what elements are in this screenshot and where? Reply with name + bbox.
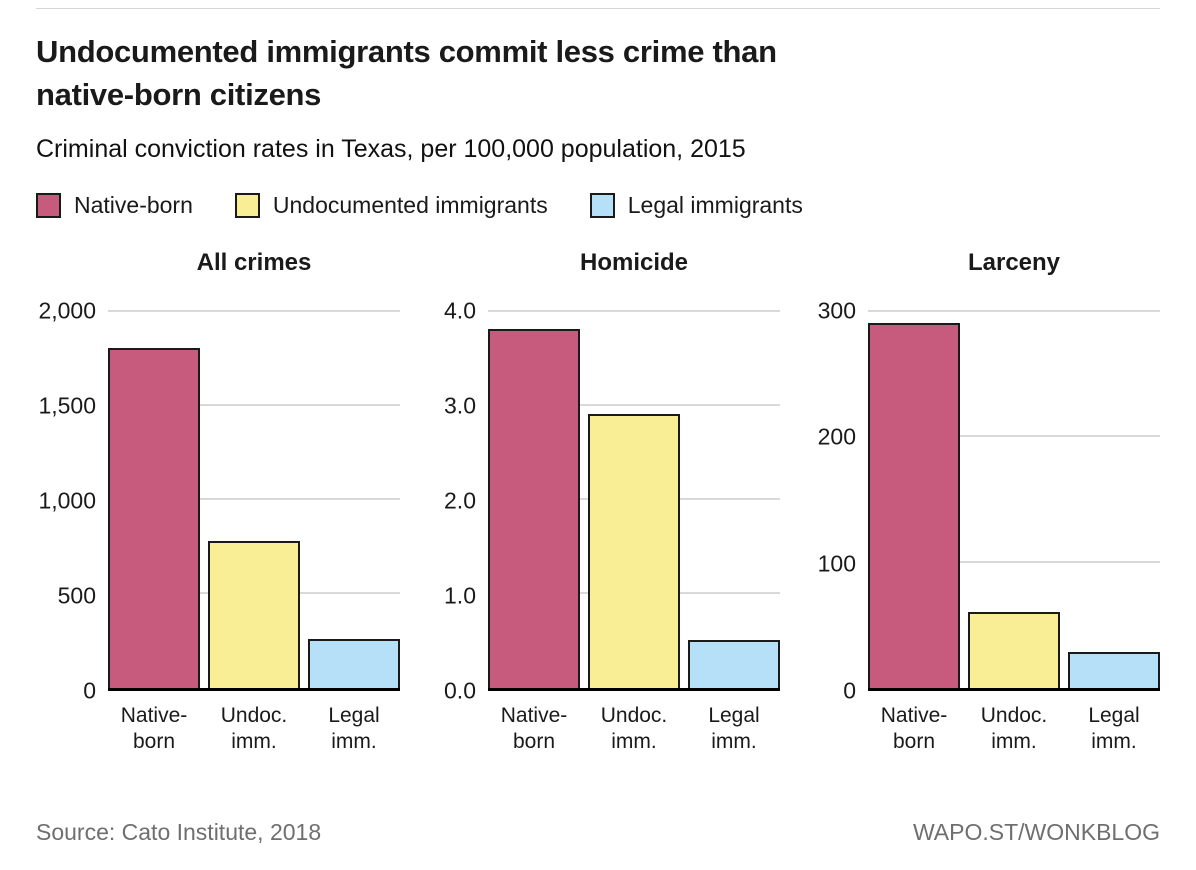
- y-axis: 0 100 200 300: [796, 299, 868, 702]
- top-rule: [36, 8, 1160, 9]
- chart-panel-homicide: Homicide 0.0 1.0 2.0 3.0 4.0 Native-born Undo…: [416, 249, 780, 756]
- gridline: [108, 498, 400, 501]
- chart-title-all-crimes: All crimes: [196, 248, 312, 276]
- legend-item-undocumented: Undocumented immigrants: [234, 191, 548, 219]
- legend-item-native-born: Native-born: [36, 192, 193, 219]
- gridline: [108, 309, 400, 312]
- x-axis-label-undocumented-immigrants: Undoc. imm.: [220, 703, 288, 753]
- y-tick-label: 2.0: [444, 487, 476, 514]
- gridline: [868, 560, 1160, 563]
- y-tick-label: 200: [817, 423, 856, 450]
- legend-label-legal: Legal immigrants: [627, 191, 803, 218]
- wapo-wonkblog-text: WAPO.ST/WONKBLOG: [912, 819, 1160, 845]
- x-axis-label-native-born: Native-born: [500, 703, 568, 753]
- x-axis: Native-born Undoc. imm. Legal imm.: [796, 703, 1160, 756]
- page-title-line-2: native-born citizens: [36, 76, 322, 112]
- plot-area: [488, 309, 780, 691]
- legend-label-undocumented: Undocumented immigrants: [272, 191, 548, 218]
- chart-panel-all-crimes: All crimes 0 500 1,000 1,500 2,000 Native-bo…: [36, 249, 400, 756]
- x-axis-label-legal-immigrants: Legal imm.: [1088, 703, 1140, 753]
- bar-legal-immigrants: [308, 638, 400, 688]
- page-title: Undocumented immigrants commit less crim…: [36, 31, 1160, 117]
- gridline: [868, 435, 1160, 438]
- bar-legal-immigrants: [688, 640, 780, 688]
- source-text: Source: Cato Institute, 2018: [36, 819, 322, 845]
- y-tick-label: 4.0: [444, 297, 476, 324]
- y-tick-label: 500: [57, 582, 96, 609]
- x-axis-label-legal-immigrants: Legal imm.: [328, 703, 380, 753]
- y-tick-label: 1,500: [38, 392, 96, 419]
- chart-title-larceny: Larceny: [967, 248, 1061, 276]
- gridline: [488, 309, 780, 312]
- legend-item-legal: Legal immigrants: [589, 191, 803, 219]
- chart-panel-larceny: Larceny 0 100 200 300 Native-born Undoc. imm.…: [796, 249, 1160, 756]
- bar-undocumented-immigrants: [588, 414, 680, 688]
- x-axis-label-native-born: Native-born: [120, 703, 188, 753]
- y-tick-label: 3.0: [444, 392, 476, 419]
- charts-row: All crimes 0 500 1,000 1,500 2,000 Native-bo…: [36, 249, 1160, 756]
- x-axis-label-legal-immigrants: Legal imm.: [708, 703, 760, 753]
- y-tick-label: 1,000: [38, 487, 96, 514]
- bar-native-born: [488, 329, 580, 688]
- legend-swatch-undocumented: [234, 192, 260, 218]
- plot-area: [868, 309, 1160, 691]
- bars-group: [868, 311, 1160, 688]
- legend: Native-born Undocumented immigrants Lega…: [36, 192, 1160, 219]
- x-axis-label-undocumented-immigrants: Undoc. imm.: [980, 703, 1048, 753]
- y-tick-label: 300: [817, 297, 856, 324]
- subtitle: Criminal conviction rates in Texas, per …: [36, 134, 746, 163]
- y-tick-label: 100: [817, 550, 856, 577]
- chart-title-homicide: Homicide: [579, 248, 689, 276]
- legend-label-native-born: Native-born: [74, 191, 193, 218]
- x-axis-spacer: [36, 703, 108, 756]
- bar-undocumented-immigrants: [208, 540, 300, 688]
- plot-area: [108, 309, 400, 691]
- page-title-line-1: Undocumented immigrants commit less crim…: [36, 34, 777, 69]
- x-axis: Native-born Undoc. imm. Legal imm.: [36, 703, 400, 756]
- y-tick-label: 0: [83, 677, 96, 704]
- x-axis-spacer: [416, 703, 488, 756]
- y-tick-label: 0.0: [444, 677, 476, 704]
- y-tick-label: 1.0: [444, 582, 476, 609]
- bar-legal-immigrants: [1068, 652, 1160, 688]
- y-axis: 0 500 1,000 1,500 2,000: [36, 299, 108, 702]
- bar-native-born: [108, 348, 200, 688]
- bars-group: [488, 311, 780, 688]
- x-axis-label-undocumented-immigrants: Undoc. imm.: [600, 703, 668, 753]
- bar-native-born: [868, 323, 960, 688]
- footer: Source: Cato Institute, 2018 WAPO.ST/WON…: [36, 819, 1160, 846]
- legend-swatch-legal: [589, 192, 615, 218]
- y-axis: 0.0 1.0 2.0 3.0 4.0: [416, 299, 488, 702]
- x-axis-label-native-born: Native-born: [880, 703, 948, 753]
- bars-group: [108, 311, 400, 688]
- x-axis: Native-born Undoc. imm. Legal imm.: [416, 703, 780, 756]
- gridline: [108, 403, 400, 406]
- gridline: [868, 309, 1160, 312]
- bar-undocumented-immigrants: [968, 612, 1060, 688]
- legend-swatch-native-born: [36, 192, 61, 218]
- gridline: [488, 403, 780, 406]
- y-tick-label: 0: [843, 677, 856, 704]
- y-tick-label: 2,000: [38, 297, 96, 324]
- x-axis-spacer: [796, 703, 868, 756]
